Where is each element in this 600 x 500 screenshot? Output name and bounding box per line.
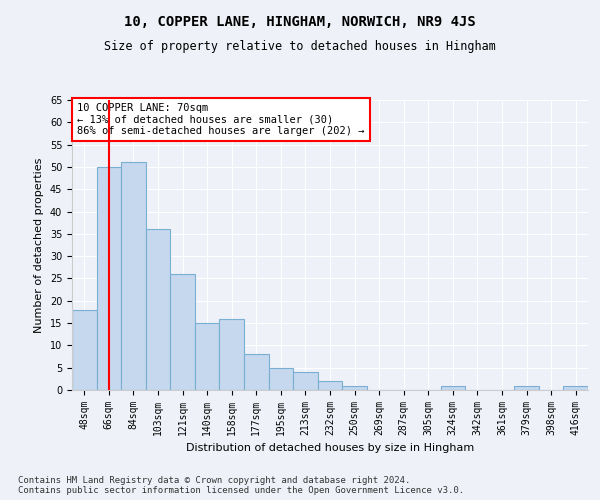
Bar (563, 386, 588, 390)
Bar (244, 354, 269, 390)
Bar (514, 386, 539, 390)
Bar (97, 167, 121, 390)
Bar (146, 230, 170, 390)
Bar (170, 274, 195, 390)
Bar (220, 318, 244, 390)
Text: Contains HM Land Registry data © Crown copyright and database right 2024.
Contai: Contains HM Land Registry data © Crown c… (18, 476, 464, 495)
Text: 10, COPPER LANE, HINGHAM, NORWICH, NR9 4JS: 10, COPPER LANE, HINGHAM, NORWICH, NR9 4… (124, 15, 476, 29)
Bar (342, 386, 367, 390)
X-axis label: Distribution of detached houses by size in Hingham: Distribution of detached houses by size … (186, 444, 474, 454)
Bar (72, 310, 97, 390)
Bar (318, 381, 342, 390)
Bar (269, 368, 293, 390)
Text: Size of property relative to detached houses in Hingham: Size of property relative to detached ho… (104, 40, 496, 53)
Bar (440, 386, 465, 390)
Y-axis label: Number of detached properties: Number of detached properties (34, 158, 44, 332)
Bar (293, 372, 318, 390)
Text: 10 COPPER LANE: 70sqm
← 13% of detached houses are smaller (30)
86% of semi-deta: 10 COPPER LANE: 70sqm ← 13% of detached … (77, 103, 365, 136)
Bar (121, 162, 146, 390)
Bar (195, 323, 220, 390)
